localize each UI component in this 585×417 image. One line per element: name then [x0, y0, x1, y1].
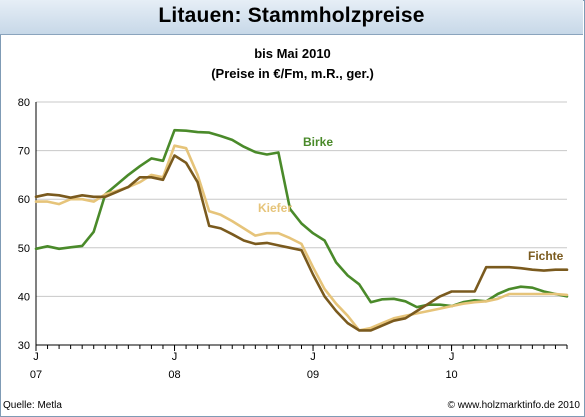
chart-subtitle-unit: (Preise in €/Fm, m.R., ger.)	[211, 66, 374, 81]
copyright-note: © www.holzmarktinfo.de 2010	[447, 400, 580, 411]
y-tick-label-80: 80	[18, 97, 30, 109]
series-layer	[34, 128, 569, 332]
series-line-birke	[34, 128, 569, 309]
series-label-kiefer: Kiefer	[258, 201, 292, 215]
y-tick-label-70: 70	[18, 146, 30, 158]
label-layer: Birke Kiefer Fichte	[258, 135, 564, 263]
grid-layer	[36, 101, 567, 297]
x-tick-label-month: J	[33, 351, 39, 363]
y-tick-label-50: 50	[18, 243, 30, 255]
x-tick-label-month: J	[310, 351, 316, 363]
axis-layer: 30 40 50 60 70 80 J 07 J 08 J 09 J 10	[18, 97, 568, 381]
y-tick-label-40: 40	[18, 291, 30, 303]
x-tick-label-year: 08	[168, 369, 180, 381]
x-tick-label-month: J	[449, 351, 455, 363]
x-tick-label-month: J	[172, 351, 178, 363]
series-line-fichte	[34, 154, 569, 332]
series-line-kiefer	[34, 144, 569, 332]
x-tick-label-year: 10	[445, 369, 457, 381]
series-label-fichte: Fichte	[528, 249, 564, 263]
source-note: Quelle: Metla	[3, 400, 62, 411]
chart-subtitle-period: bis Mai 2010	[254, 46, 331, 61]
chart-title: Litauen: Stammholzpreise	[158, 4, 425, 27]
y-tick-label-30: 30	[18, 340, 30, 352]
x-tick-label-year: 07	[30, 369, 42, 381]
y-tick-label-60: 60	[18, 194, 30, 206]
x-tick-label-year: 09	[307, 369, 319, 381]
title-band: Litauen: Stammholzpreise	[0, 0, 583, 35]
series-label-birke: Birke	[303, 135, 333, 149]
